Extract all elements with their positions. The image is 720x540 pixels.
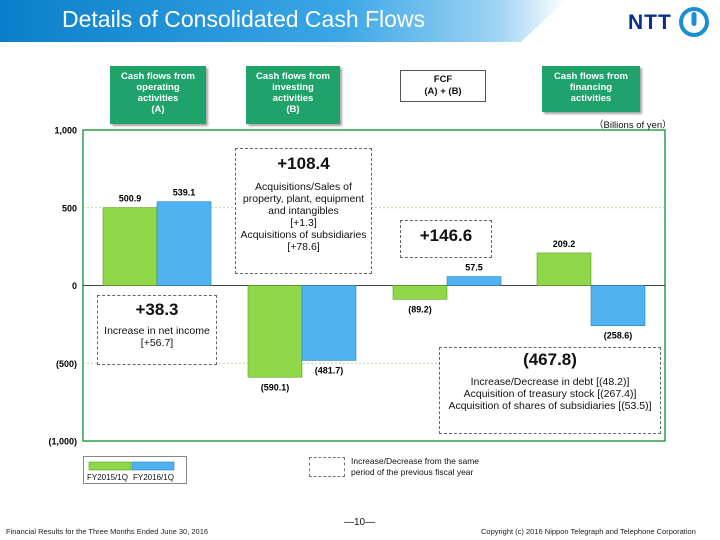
note-fcf: +146.6: [400, 220, 492, 258]
legend-dashed-box: [309, 457, 345, 477]
category-operating: Cash flows from operating activities (A): [110, 66, 206, 124]
bar-fy2016: [156, 201, 212, 286]
bar-value-label: (590.1): [261, 382, 290, 392]
bar-fy2015: [536, 252, 592, 286]
category-financing: Cash flows from financing activities: [542, 66, 640, 112]
ntt-logo-icon: [679, 7, 709, 37]
ntt-logo-text: NTT: [628, 11, 672, 34]
note-operating: +38.3 Increase in net income [+56.7]: [97, 295, 217, 365]
page-title: Details of Consolidated Cash Flows: [62, 6, 426, 32]
bar-fy2015: [392, 285, 448, 300]
title-bar: [0, 0, 566, 42]
y-tick-label: (1,000): [48, 437, 77, 447]
bar-fy2016: [446, 276, 502, 286]
bar-value-label: (481.7): [315, 365, 344, 375]
bar-value-label: 209.2: [553, 239, 576, 249]
category-investing: Cash flows from investing activities (B): [246, 66, 340, 124]
y-tick-label: 500: [62, 203, 77, 213]
bar-value-label: (258.6): [604, 331, 633, 341]
bar-fy2016: [301, 285, 357, 361]
bar-value-label: 500.9: [119, 194, 142, 204]
y-tick-label: (500): [56, 359, 77, 369]
note-investing: +108.4 Acquisitions/Sales of property, p…: [235, 148, 372, 274]
legend-dashed-description: Increase/Decrease from the same period o…: [351, 456, 480, 477]
note-financing: (467.8) Increase/Decrease in debt [(48.2…: [439, 347, 661, 434]
legend-label-fy2016: FY2016/1Q: [133, 473, 174, 482]
page-number: ―10―: [344, 517, 376, 528]
bar-value-label: 57.5: [465, 263, 483, 273]
footer-left: Financial Results for the Three Months E…: [6, 527, 209, 536]
bar-value-label: 539.1: [173, 188, 196, 198]
footer-right: Copyright (c) 2016 Nippon Telegraph and …: [481, 527, 696, 536]
category-fcf: FCF (A) + (B): [400, 70, 486, 102]
bar-value-label: (89.2): [408, 304, 432, 314]
y-tick-label: 0: [72, 281, 77, 291]
bar-fy2015: [247, 285, 303, 378]
unit-label: （Billions of yen）: [594, 120, 672, 131]
legend-label-fy2015: FY2015/1Q: [87, 473, 128, 482]
bar-fy2015: [102, 207, 158, 286]
bar-fy2016: [590, 285, 646, 327]
y-tick-label: 1,000: [54, 126, 77, 136]
